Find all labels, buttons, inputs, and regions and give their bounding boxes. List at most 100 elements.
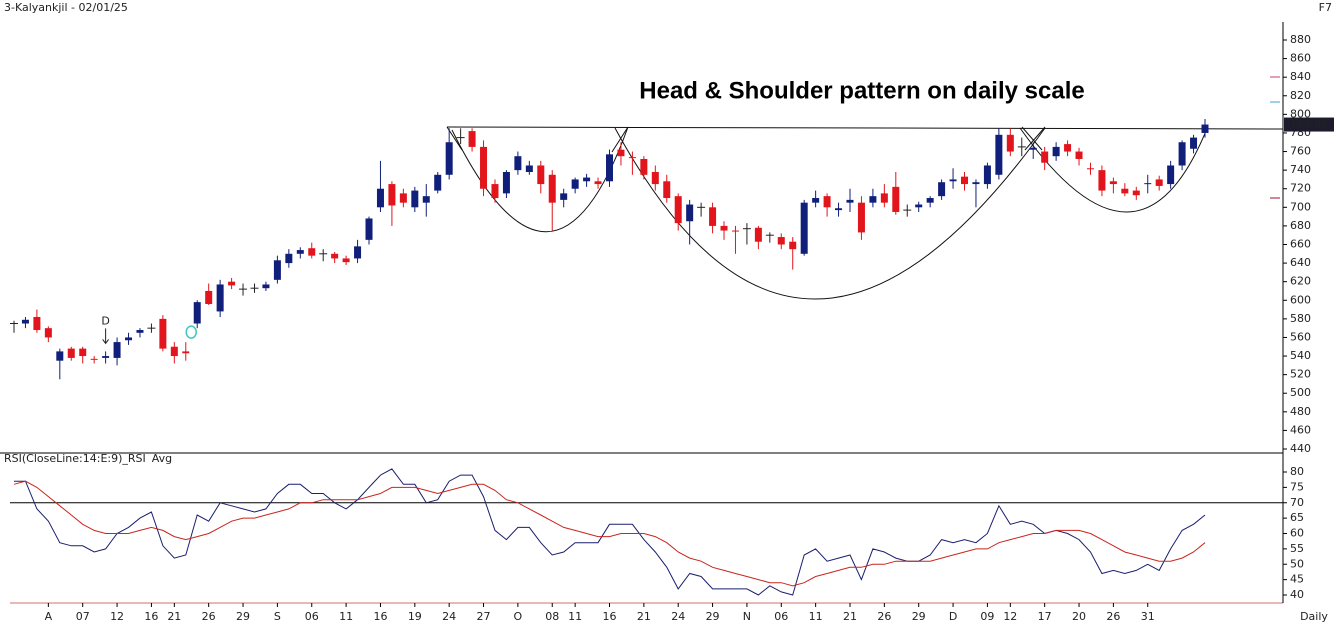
candle-body: [571, 179, 579, 189]
y-tick-label: 860: [1290, 52, 1311, 65]
y-tick-label: 40: [1290, 588, 1304, 601]
candle-body: [1086, 168, 1094, 170]
y-tick-label: 45: [1290, 573, 1304, 586]
x-tick-label: 21: [167, 610, 181, 623]
y-tick-label: 600: [1290, 293, 1311, 306]
legend-label: RSI(CloseLine:14:E:9)_RSI: [4, 452, 146, 465]
candle-body: [583, 177, 591, 182]
x-tick-label: 26: [202, 610, 216, 623]
candle-body: [995, 134, 1003, 175]
candle-body: [262, 284, 270, 289]
x-tick-label: 26: [877, 610, 891, 623]
y-tick-label: 800: [1290, 107, 1311, 120]
candle-body: [1064, 144, 1072, 152]
x-tick-label: 06: [305, 610, 319, 623]
candle-body: [399, 193, 407, 203]
candle-body: [502, 171, 510, 194]
x-tick-label: S: [274, 610, 281, 623]
candle-body: [720, 225, 728, 231]
x-tick-label: 21: [843, 610, 857, 623]
candle-body: [67, 348, 75, 358]
candle-body: [525, 165, 533, 172]
candle-body: [869, 196, 877, 203]
candle-body: [90, 358, 98, 360]
candle-body: [961, 176, 969, 185]
candle-body: [342, 258, 350, 263]
x-axis-label: Daily: [1300, 610, 1328, 623]
candle-body: [812, 198, 820, 203]
y-tick-label: 640: [1290, 256, 1311, 269]
y-tick-label: 460: [1290, 423, 1311, 436]
chart-header: 3-Kalyankjil - 02/01/25: [4, 1, 128, 14]
candle-body: [537, 165, 545, 185]
x-tick-label: 19: [408, 610, 422, 623]
candle-body: [857, 202, 865, 233]
candle-body: [1029, 147, 1037, 150]
candle-body: [548, 174, 556, 203]
candle-body: [354, 246, 362, 259]
x-tick-label: 08: [545, 610, 559, 623]
x-tick-label: D: [949, 610, 957, 623]
x-tick-label: 11: [568, 610, 582, 623]
pattern-drawing: [446, 125, 1284, 300]
y-tick-label: 740: [1290, 163, 1311, 176]
y-tick-label: 480: [1290, 405, 1311, 418]
candle-body: [273, 260, 281, 280]
y-tick-label: 70: [1290, 496, 1304, 509]
candle-body: [1052, 146, 1060, 157]
x-tick-label: 09: [980, 610, 994, 623]
axis-markers: [1270, 76, 1280, 199]
rsi-line: [13, 480, 1206, 587]
candle-body: [44, 328, 52, 338]
function-key: F7: [1319, 1, 1332, 14]
x-tick-label: 29: [912, 610, 926, 623]
x-tick-label: 07: [76, 610, 90, 623]
marker-arrow: [102, 328, 110, 345]
candle-body: [1178, 142, 1186, 166]
y-tick-label: 500: [1290, 386, 1311, 399]
candle-body: [823, 196, 831, 208]
x-tick-label: 21: [637, 610, 651, 623]
candle-body: [880, 193, 888, 203]
candle-body: [754, 227, 762, 242]
x-tick-label: 20: [1072, 610, 1086, 623]
y-tick-label: 65: [1290, 511, 1304, 524]
candle-body: [365, 218, 373, 240]
candle-body: [686, 204, 694, 222]
x-tick-label: 26: [1106, 610, 1120, 623]
candle-body: [468, 131, 476, 147]
y-tick-label: 680: [1290, 219, 1311, 232]
annotation: Head & Shoulder pattern on daily scale: [639, 77, 1084, 104]
candle-body: [651, 171, 659, 185]
candle-body: [170, 346, 178, 357]
candle-body: [1155, 179, 1163, 186]
x-tick-label: 29: [236, 610, 250, 623]
x-tick-label: 16: [603, 610, 617, 623]
candle-body: [205, 290, 213, 304]
x-tick-label: 24: [442, 610, 456, 623]
x-tick-label: 17: [1038, 610, 1052, 623]
candle-body: [1098, 170, 1106, 191]
candle-body: [983, 165, 991, 185]
y-tick-label: 560: [1290, 330, 1311, 343]
candle-body: [125, 337, 133, 341]
candle-body: [594, 181, 602, 185]
candle-body: [1006, 134, 1014, 152]
y-tick-label: 700: [1290, 200, 1311, 213]
candle-body: [411, 190, 419, 208]
candle-body: [1167, 165, 1175, 185]
x-tick-label: 16: [144, 610, 158, 623]
candle-body: [193, 302, 201, 324]
candle-body: [789, 241, 797, 250]
candle-body: [434, 174, 442, 191]
candle-body: [491, 184, 499, 199]
candle-body: [285, 253, 293, 264]
y-tick-label: 520: [1290, 368, 1311, 381]
candle-body: [33, 317, 41, 331]
candle-body: [949, 179, 957, 182]
candle-body: [1190, 137, 1198, 149]
candle-body: [445, 142, 453, 175]
candle-body: [102, 356, 110, 358]
candle-body: [308, 248, 316, 256]
